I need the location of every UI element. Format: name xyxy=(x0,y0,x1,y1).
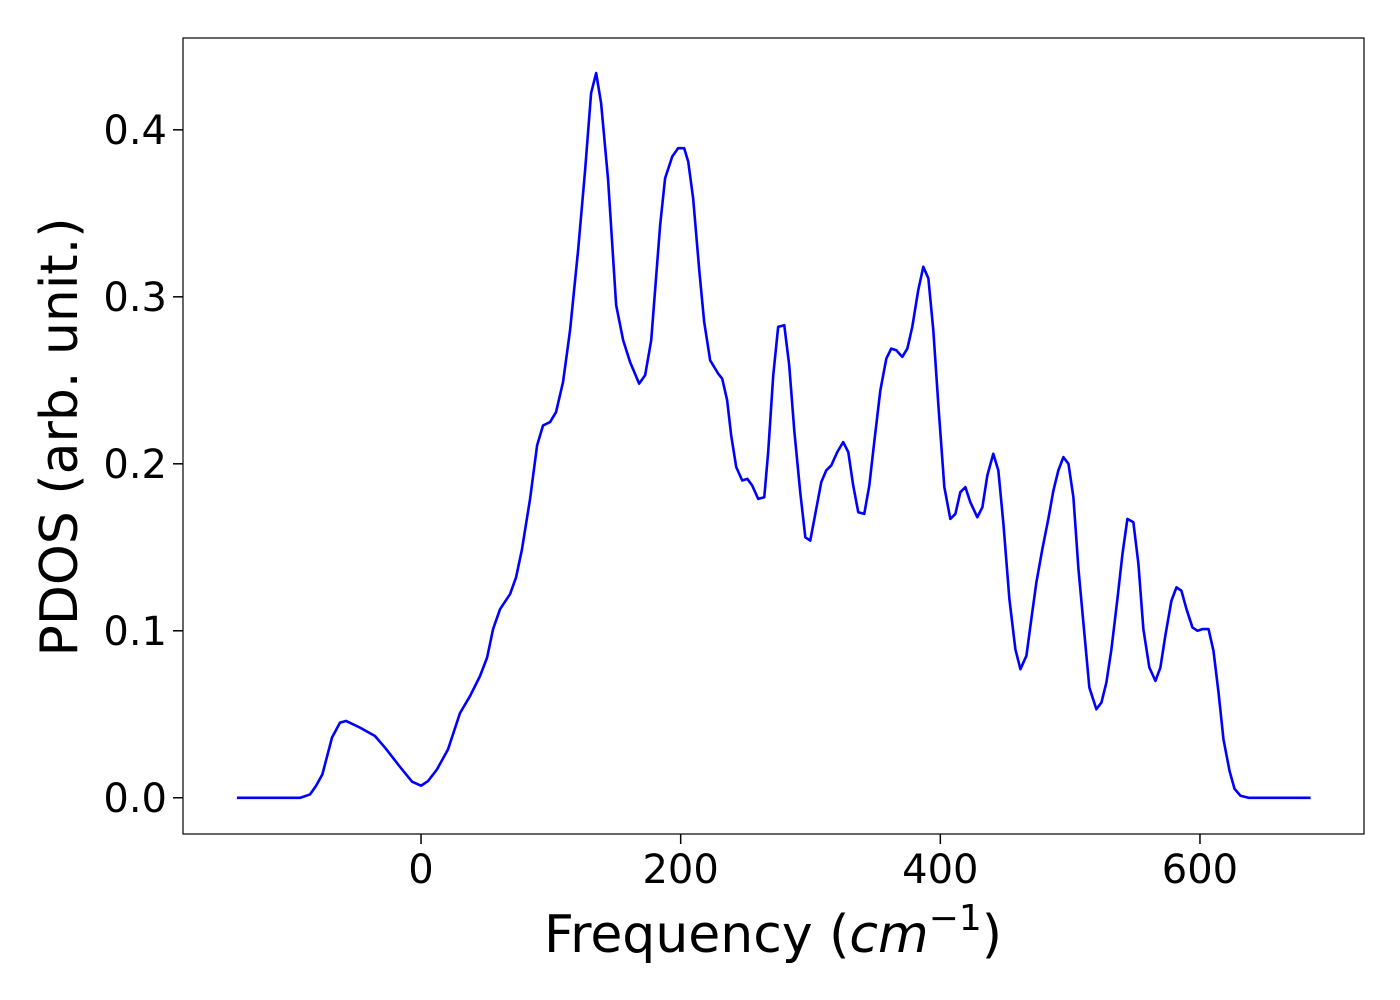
x-tick-label: 200 xyxy=(642,847,718,893)
x-tick-label: 0 xyxy=(408,847,433,893)
x-label-part: −1 xyxy=(929,898,982,939)
y-tick-label: 0.1 xyxy=(103,609,167,655)
y-tick-label: 0.3 xyxy=(103,275,167,321)
x-tick-label: 600 xyxy=(1162,847,1238,893)
x-label-part: ) xyxy=(982,905,1002,965)
y-tick-label: 0.2 xyxy=(103,442,167,488)
x-label-part: Frequency ( xyxy=(544,905,849,965)
data-line xyxy=(236,71,1311,800)
x-tick-label: 400 xyxy=(902,847,978,893)
y-axis-label: PDOS (arb. unit.) xyxy=(30,217,90,656)
plot-frame xyxy=(182,37,1365,835)
y-tick-label: 0.4 xyxy=(103,108,167,154)
y-tick-label: 0.0 xyxy=(103,776,167,822)
x-axis-label: Frequency (cm−1) xyxy=(544,898,1002,965)
x-label-part: cm xyxy=(849,905,928,965)
